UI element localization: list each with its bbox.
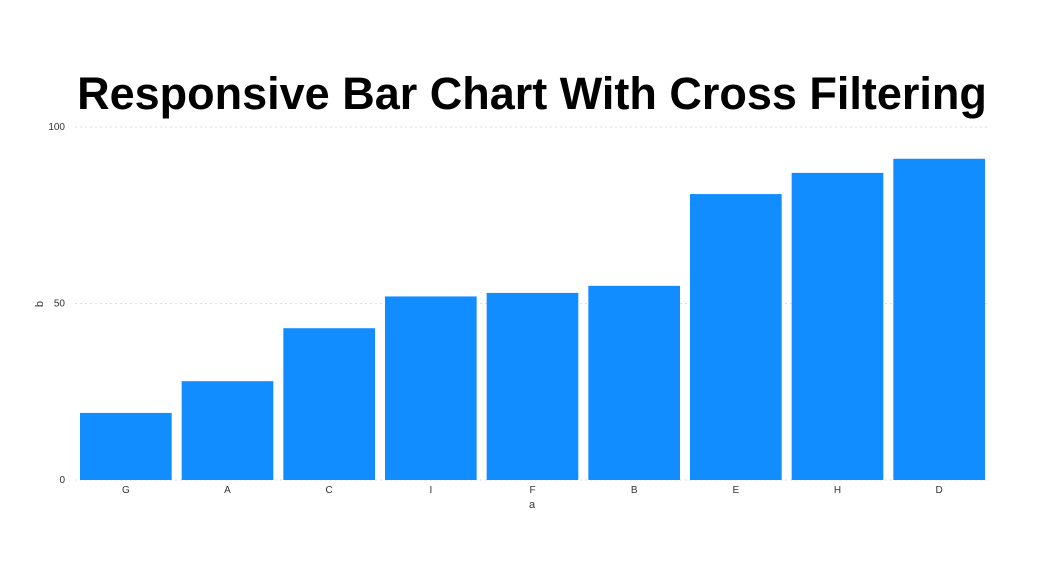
chart-title: Responsive Bar Chart With Cross Filterin… (77, 68, 987, 119)
x-tick-label: D (936, 485, 943, 496)
x-axis-label: a (529, 499, 536, 511)
bar-E[interactable] (690, 194, 782, 480)
bars (80, 158, 985, 480)
x-tick-label: I (429, 485, 432, 496)
bar-A[interactable] (181, 381, 274, 480)
x-tick-label: F (529, 485, 535, 496)
bar-H[interactable] (791, 172, 884, 480)
y-axis-ticks: 0 50 100 (48, 122, 65, 486)
x-tick-label: B (631, 485, 638, 496)
bar-F[interactable] (486, 292, 579, 480)
x-tick-label: H (834, 485, 841, 496)
y-tick-label: 100 (48, 122, 65, 133)
x-tick-label: C (326, 485, 333, 496)
y-tick-label: 0 (59, 475, 65, 486)
y-axis-label: b (34, 301, 46, 307)
x-tick-label: A (224, 485, 231, 496)
bar-B[interactable] (588, 285, 680, 480)
x-tick-label: E (732, 485, 739, 496)
bar-C[interactable] (283, 328, 375, 480)
bar-I[interactable] (385, 296, 477, 480)
bar-G[interactable] (80, 412, 172, 480)
y-tick-label: 50 (54, 299, 66, 310)
bar-D[interactable] (893, 158, 985, 480)
x-tick-label: G (122, 485, 130, 496)
